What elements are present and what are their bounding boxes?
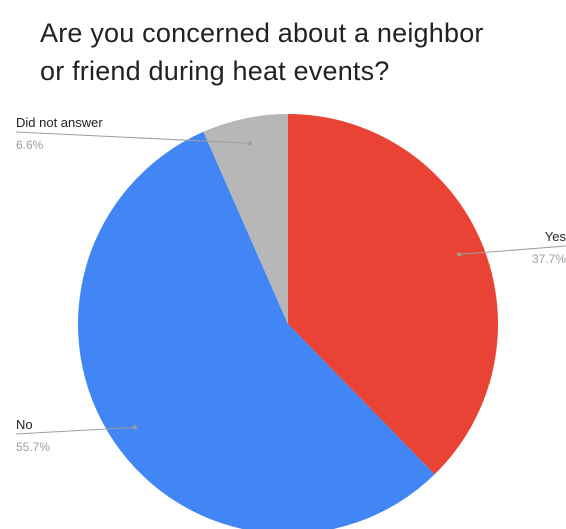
slice-percentage: 55.7% — [16, 440, 50, 454]
slice-percentage: 6.6% — [16, 138, 44, 152]
slice-label: Did not answer — [16, 115, 103, 130]
leader-dot — [248, 141, 252, 146]
pie-slice-yes — [288, 114, 498, 475]
slice-label: No — [16, 417, 33, 432]
pie-slice-no — [78, 131, 435, 529]
slice-label: Yes — [545, 229, 566, 244]
slice-labels: Yes 37.7% No 55.7% Did not answer 6.6% — [15, 115, 566, 454]
slice-percentage: 37.7% — [532, 252, 566, 266]
leader-line — [15, 131, 251, 144]
chart-title: Are you concerned about a neighbor or fr… — [40, 14, 560, 90]
pie-slices — [78, 114, 498, 529]
leader-dot — [457, 252, 462, 257]
leader-dot — [132, 425, 137, 430]
chart-title-line-1: Are you concerned about a neighbor — [40, 18, 484, 48]
pie-slice-did-not-answer — [203, 114, 288, 324]
chart-title-line-2: or friend during heat events? — [40, 56, 390, 86]
leader-line — [459, 245, 566, 255]
leader-line — [15, 426, 135, 435]
